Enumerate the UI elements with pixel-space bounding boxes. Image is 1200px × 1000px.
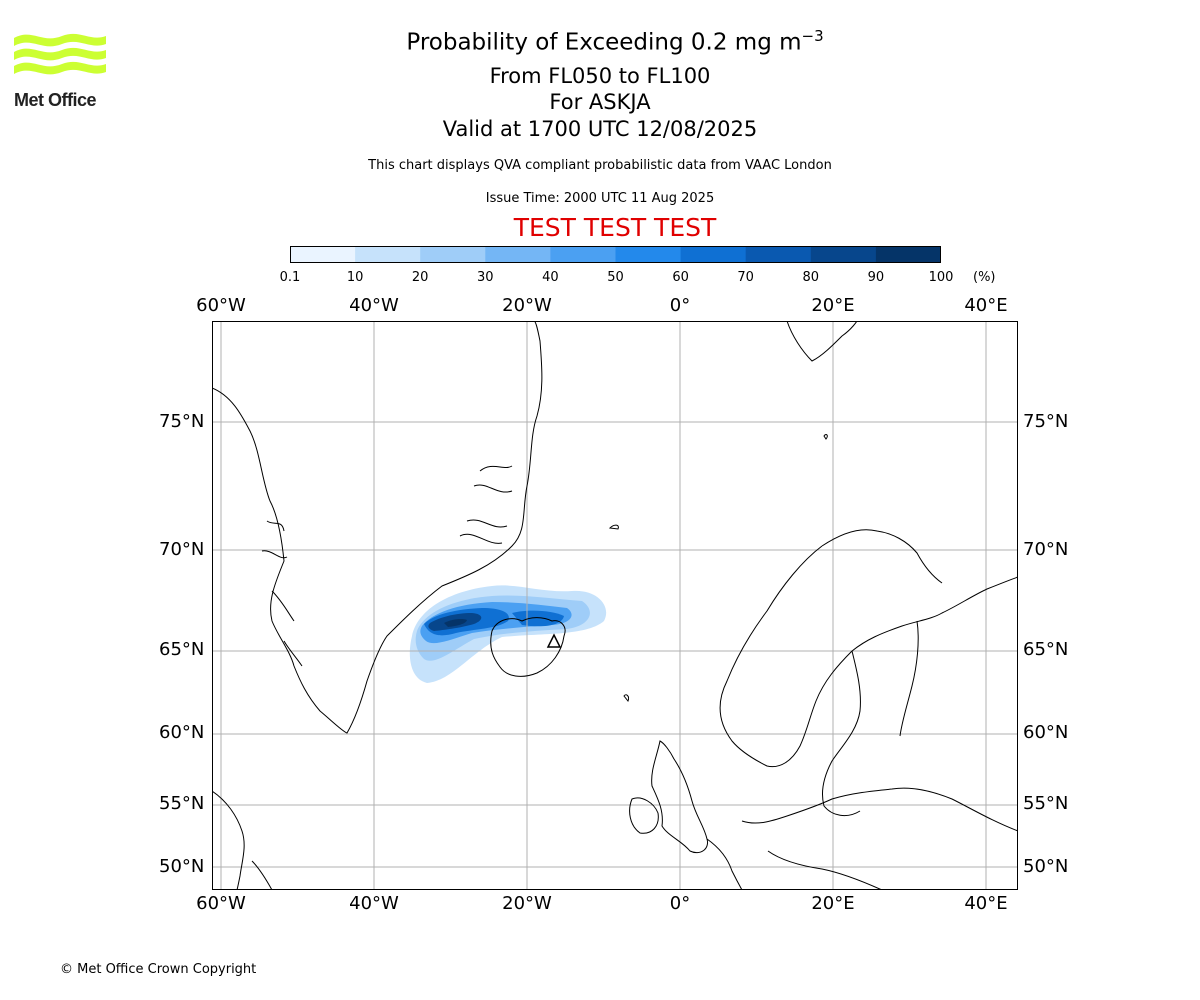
lon-label-top: 40°W [349,295,399,316]
colorbar-tick-label: 10 [346,270,364,285]
colorbar-tick-label: 30 [477,270,494,285]
lat-label-right: 75°N [1023,411,1069,432]
lat-label-right: 50°N [1023,856,1069,877]
graticule [212,321,1018,890]
lat-label-right: 60°N [1023,722,1069,743]
map-panel [212,321,1018,890]
colorbar-tick-label: 80 [802,270,820,285]
greenland-coast [212,321,543,734]
test-banner: TEST TEST TEST [513,213,717,242]
lat-label-right: 70°N [1023,539,1069,560]
coastlines [212,321,1018,890]
colorbar-tick-label: 20 [411,270,429,285]
colorbar-unit: (%) [973,270,996,285]
scandinavia-coast [719,545,1018,768]
chart-title: Probability of Exceeding 0.2 mg m−3 [406,27,824,56]
lon-label-bottom: 20°E [811,893,855,914]
uk-coast [651,740,709,854]
colorbar-tick-label: 40 [542,270,559,285]
iceland-coast [490,617,566,677]
lat-label-left: 55°N [159,793,205,814]
colorbar-tick-label: 60 [672,270,689,285]
colorbar-segment [550,246,616,263]
lat-label-left: 60°N [159,722,205,743]
colorbar-tick-label: 50 [607,270,624,285]
lon-label-bottom: 20°W [502,893,552,914]
colorbar-segment [290,246,356,263]
lon-label-bottom: 60°W [196,893,246,914]
volcano-name-line: For ASKJA [549,90,651,114]
lat-label-left: 50°N [159,856,205,877]
colorbar-segment [745,246,812,263]
lat-label-left: 75°N [159,411,205,432]
valid-time-line: Valid at 1700 UTC 12/08/2025 [442,117,758,141]
lat-label-right: 55°N [1023,793,1069,814]
lon-label-bottom: 40°W [349,893,399,914]
colorbar-segment [680,246,747,263]
baltic-coast [821,650,861,817]
colorbar-segment [875,246,941,263]
colorbar-tick-label: 100 [928,270,954,285]
colorbar-tick-label: 0.1 [279,270,301,285]
lon-label-top: 20°E [811,295,855,316]
colorbar-segment [420,246,486,263]
chart-info-text: This chart displays QVA compliant probab… [368,158,832,173]
issue-time-text: Issue Time: 2000 UTC 11 Aug 2025 [485,191,715,206]
colorbar-border [290,246,941,263]
lon-label-bottom: 40°E [964,893,1008,914]
lon-label-top: 0° [669,295,691,316]
met-office-logo [14,33,106,75]
lon-label-top: 60°W [196,295,246,316]
lon-label-bottom: 0° [669,893,691,914]
ash-probability-plume [409,585,607,683]
colorbar-segment [485,246,551,263]
lat-label-right: 65°N [1023,639,1069,660]
colorbar-segment [615,246,682,263]
lat-label-left: 70°N [159,539,205,560]
lon-label-top: 40°E [964,295,1008,316]
probability-colorbar [290,246,941,263]
flight-level-range: From FL050 to FL100 [489,64,711,88]
colorbar-tick-label: 90 [867,270,885,285]
lat-label-left: 65°N [159,639,205,660]
colorbar-segment [355,246,421,263]
lon-label-top: 20°W [502,295,552,316]
colorbar-segment [810,246,877,263]
askja-volcano-marker [546,633,562,648]
europe-coast [706,838,743,890]
ireland-coast [629,797,659,834]
copyright-text: © Met Office Crown Copyright [60,962,257,977]
met-office-logo-text: Met Office [14,90,97,110]
colorbar-tick-label: 70 [737,270,754,285]
